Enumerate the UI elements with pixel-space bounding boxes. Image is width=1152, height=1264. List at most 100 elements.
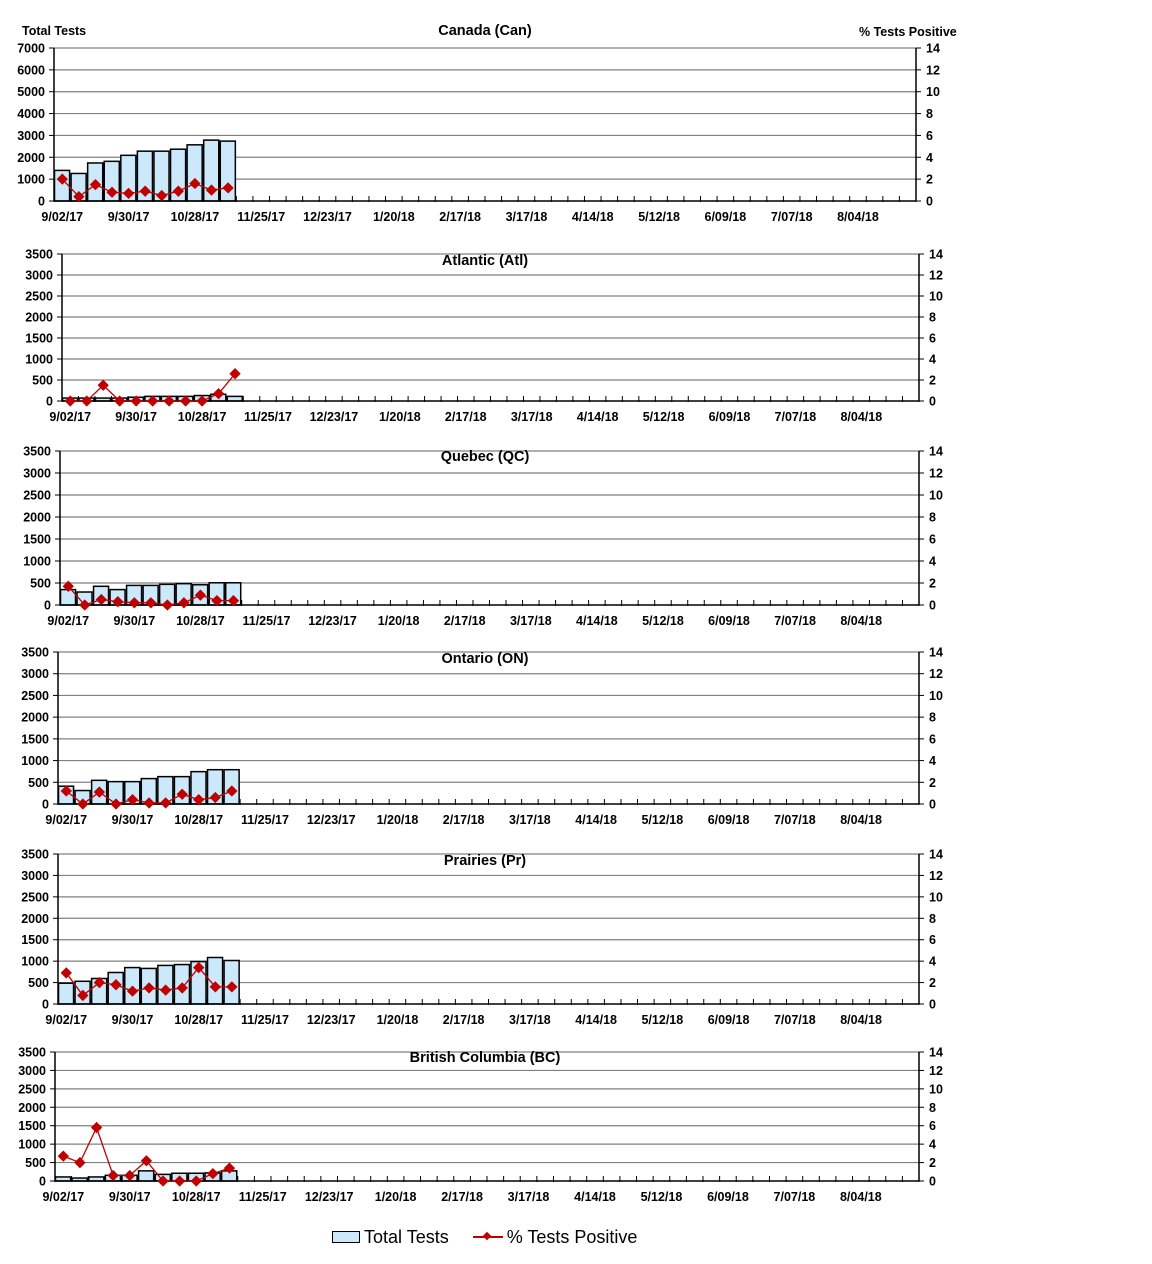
y2-tick-label: 4 bbox=[929, 555, 936, 569]
y2-tick-label: 6 bbox=[929, 332, 936, 346]
legend-item-total-tests: Total Tests bbox=[332, 1227, 449, 1248]
y-tick-label: 1000 bbox=[23, 555, 51, 569]
diamond-marker bbox=[90, 1121, 103, 1134]
x-tick-label: 3/17/18 bbox=[506, 210, 548, 224]
bar-swatch-icon bbox=[332, 1231, 360, 1243]
x-tick-label: 6/09/18 bbox=[708, 813, 750, 827]
y2-tick-label: 10 bbox=[929, 1082, 943, 1096]
diamond-marker bbox=[178, 597, 190, 609]
x-tick-label: 9/30/17 bbox=[113, 614, 155, 628]
y2-tick-label: 14 bbox=[929, 646, 943, 660]
y-tick-label: 3000 bbox=[21, 667, 49, 681]
diamond-marker bbox=[212, 387, 225, 400]
diamond-marker bbox=[57, 1150, 69, 1162]
y2-tick-label: 12 bbox=[929, 467, 943, 481]
y2-tick-label: 0 bbox=[929, 798, 936, 812]
y-tick-label: 1500 bbox=[21, 732, 49, 746]
y2-tick-label: 12 bbox=[926, 63, 940, 77]
x-tick-label: 11/25/17 bbox=[239, 1190, 287, 1204]
diamond-marker bbox=[179, 395, 192, 407]
x-tick-label: 10/28/17 bbox=[178, 410, 227, 424]
x-tick-label: 9/02/17 bbox=[41, 210, 83, 224]
diamond-marker bbox=[209, 981, 221, 993]
x-tick-label: 2/17/18 bbox=[443, 813, 485, 827]
diamond-marker bbox=[139, 185, 151, 197]
diamond-marker bbox=[60, 967, 72, 979]
x-tick-label: 2/17/18 bbox=[439, 210, 481, 224]
x-tick-label: 7/07/18 bbox=[775, 410, 817, 424]
x-tick-label: 6/09/18 bbox=[708, 614, 750, 628]
x-tick-label: 1/20/18 bbox=[373, 210, 415, 224]
x-tick-label: 9/02/17 bbox=[45, 813, 87, 827]
x-tick-label: 5/12/18 bbox=[643, 410, 685, 424]
x-tick-label: 8/04/18 bbox=[837, 210, 879, 224]
y2-tick-label: 0 bbox=[929, 998, 936, 1012]
x-tick-label: 1/20/18 bbox=[379, 410, 421, 424]
y2-tick-label: 14 bbox=[929, 1046, 943, 1060]
legend-label-percent-positive: % Tests Positive bbox=[506, 1226, 638, 1247]
x-tick-label: 12/23/17 bbox=[308, 614, 357, 628]
y-tick-label: 2000 bbox=[23, 511, 51, 525]
y-tick-label: 500 bbox=[25, 1156, 46, 1170]
legend: Total Tests % Tests Positive bbox=[332, 1226, 637, 1248]
y2-tick-label: 2 bbox=[929, 776, 936, 790]
diamond-marker bbox=[161, 599, 174, 611]
chart-ontario-on: 0 500 1000 1500 2000 2500 3000 3500 0 2 4 6 8 10 12 14 9… bbox=[21, 646, 943, 828]
diamond-marker bbox=[189, 177, 201, 190]
diamond-marker bbox=[126, 985, 139, 997]
diamond-marker bbox=[211, 594, 223, 607]
x-tick-label: 12/23/17 bbox=[305, 1190, 354, 1204]
x-tick-label: 4/14/18 bbox=[576, 614, 618, 628]
chart-title: Prairies (Pr) bbox=[444, 853, 526, 869]
y-tick-label: 500 bbox=[28, 776, 49, 790]
y2-tick-label: 12 bbox=[929, 1064, 943, 1078]
diamond-marker bbox=[173, 1175, 186, 1187]
x-tick-label: 3/17/18 bbox=[508, 1190, 550, 1204]
y-tick-label: 1000 bbox=[25, 353, 53, 367]
y-tick-label: 0 bbox=[42, 998, 49, 1012]
line-diamond-icon bbox=[472, 1231, 503, 1243]
chart-canada-can: 0 1000 2000 3000 4000 5000 6000 7000 0 2 4 6 8 10 12 14… bbox=[17, 23, 957, 224]
diamond-marker bbox=[172, 185, 184, 197]
y2-tick-label: 10 bbox=[929, 489, 943, 503]
x-tick-label: 1/20/18 bbox=[377, 813, 419, 827]
chart-title: Quebec (QC) bbox=[441, 449, 530, 465]
x-tick-label: 7/07/18 bbox=[774, 813, 816, 827]
y-tick-label: 0 bbox=[38, 195, 45, 209]
y-tick-label: 3500 bbox=[25, 248, 53, 262]
y2-tick-label: 8 bbox=[929, 912, 936, 926]
y-tick-label: 2000 bbox=[21, 711, 49, 725]
x-tick-label: 9/30/17 bbox=[109, 1190, 151, 1204]
y-tick-label: 2500 bbox=[23, 489, 51, 503]
diamond-marker bbox=[159, 797, 172, 809]
y-tick-label: 5000 bbox=[17, 85, 45, 99]
x-tick-label: 5/12/18 bbox=[638, 210, 680, 224]
diamond-marker bbox=[193, 794, 205, 806]
y-tick-label: 2000 bbox=[18, 1101, 46, 1115]
y-tick-label: 7000 bbox=[17, 42, 45, 56]
y-tick-label: 1000 bbox=[18, 1138, 46, 1152]
x-tick-label: 8/04/18 bbox=[840, 614, 882, 628]
y-tick-label: 1500 bbox=[23, 533, 51, 547]
diamond-marker bbox=[146, 395, 159, 407]
y2-tick-label: 10 bbox=[929, 689, 943, 703]
diamond-marker bbox=[222, 182, 234, 194]
diamond-marker bbox=[207, 1167, 219, 1180]
x-tick-label: 10/28/17 bbox=[171, 210, 220, 224]
diamond-marker bbox=[227, 594, 240, 607]
x-tick-label: 5/12/18 bbox=[641, 813, 683, 827]
x-tick-label: 7/07/18 bbox=[774, 1013, 816, 1027]
y2-tick-label: 4 bbox=[929, 353, 936, 367]
y2-tick-label: 6 bbox=[929, 933, 936, 947]
x-tick-label: 7/07/18 bbox=[774, 1190, 816, 1204]
x-tick-label: 9/30/17 bbox=[112, 1013, 154, 1027]
x-tick-label: 9/02/17 bbox=[45, 1013, 87, 1027]
y2-tick-label: 10 bbox=[929, 890, 943, 904]
y2-tick-label: 12 bbox=[929, 269, 943, 283]
right-axis-title: % Tests Positive bbox=[859, 25, 957, 39]
y2-tick-label: 4 bbox=[929, 754, 936, 768]
x-tick-label: 9/02/17 bbox=[47, 614, 89, 628]
y-tick-label: 0 bbox=[44, 599, 51, 613]
chart-title: Canada (Can) bbox=[438, 23, 532, 39]
